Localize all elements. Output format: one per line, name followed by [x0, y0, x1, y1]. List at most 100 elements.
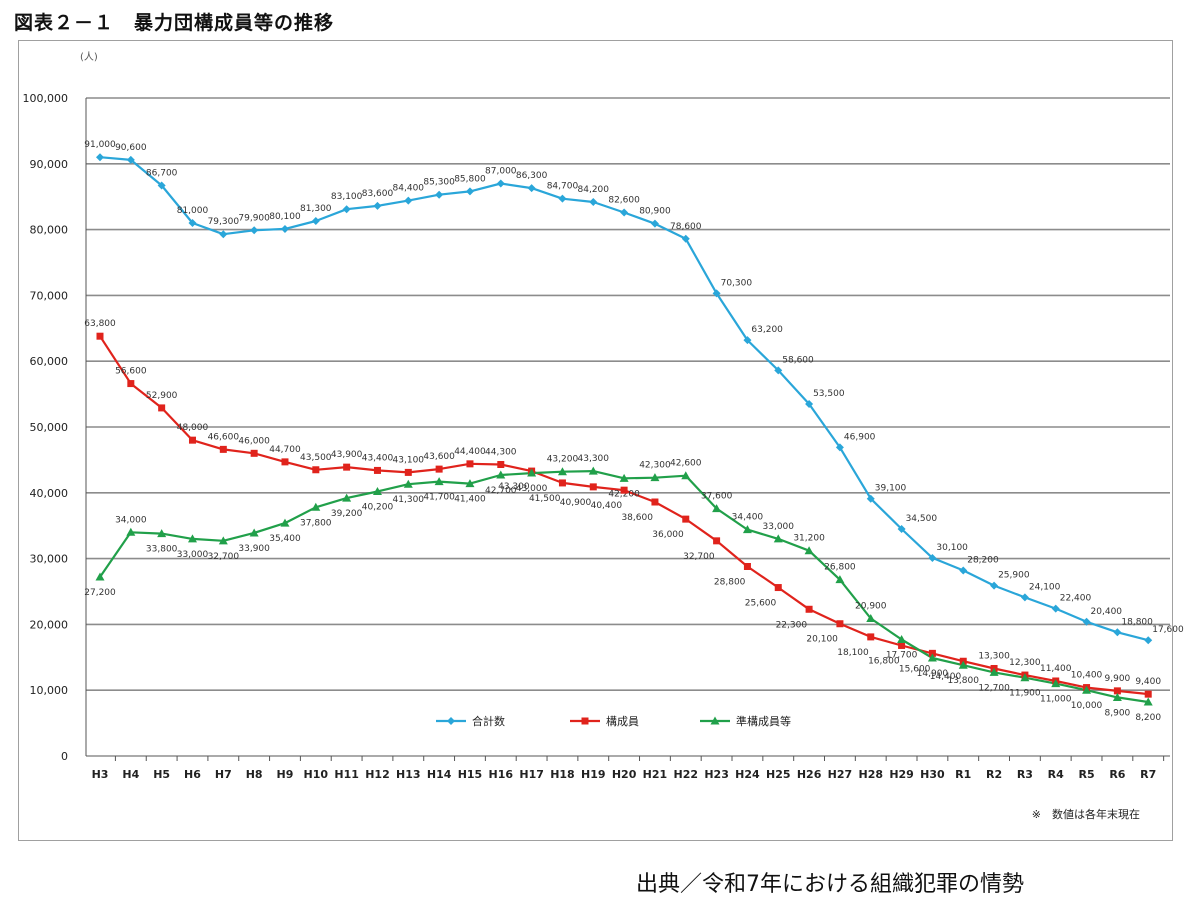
data-label: 41,400 — [454, 495, 486, 505]
data-point-marker — [928, 649, 936, 657]
data-label: 79,900 — [238, 213, 270, 223]
x-tick-label: H9 — [277, 768, 294, 781]
y-tick-label: 30,000 — [30, 553, 69, 566]
data-point-marker — [557, 467, 567, 476]
data-label: 40,400 — [591, 501, 623, 511]
data-label: 20,400 — [1091, 607, 1123, 617]
data-point-marker — [773, 534, 783, 543]
x-tick-label: H22 — [674, 768, 699, 781]
x-tick-label: H27 — [828, 768, 853, 781]
data-label: 46,900 — [844, 432, 876, 442]
data-point-marker — [342, 493, 352, 502]
data-point-marker — [558, 479, 566, 487]
data-label: 17,700 — [886, 651, 918, 661]
data-point-marker — [157, 529, 167, 538]
x-tick-label: R3 — [1017, 768, 1033, 781]
data-point-marker — [404, 196, 413, 205]
x-tick-label: H7 — [215, 768, 232, 781]
data-point-marker — [898, 641, 906, 649]
x-tick-label: H20 — [612, 768, 637, 781]
data-point-marker — [1082, 685, 1092, 694]
data-label: 22,300 — [776, 620, 808, 630]
data-point-marker — [835, 443, 844, 452]
x-tick-label: H5 — [153, 768, 170, 781]
data-point-marker — [835, 575, 845, 584]
data-point-marker — [126, 527, 136, 536]
data-label: 42,300 — [639, 461, 671, 471]
data-point-marker — [558, 194, 567, 203]
data-label: 31,200 — [793, 534, 825, 544]
data-point-marker — [1144, 690, 1152, 698]
x-tick-label: H6 — [184, 768, 201, 781]
data-label: 25,900 — [998, 571, 1030, 581]
data-label: 81,000 — [177, 206, 209, 216]
data-label: 44,400 — [454, 447, 486, 457]
data-point-marker — [774, 584, 782, 592]
data-label: 9,900 — [1105, 674, 1131, 684]
data-label: 44,700 — [269, 445, 301, 455]
data-label: 52,900 — [146, 391, 178, 401]
x-tick-label: R6 — [1109, 768, 1125, 781]
y-tick-label: 90,000 — [30, 158, 69, 171]
data-point-marker — [928, 553, 937, 562]
data-label: 43,000 — [516, 484, 548, 494]
data-label: 33,900 — [238, 544, 270, 554]
data-label: 22,400 — [1060, 594, 1092, 604]
data-point-marker — [1082, 617, 1091, 626]
x-tick-label: H28 — [858, 768, 883, 781]
y-tick-label: 60,000 — [30, 355, 69, 368]
data-label: 63,200 — [751, 325, 783, 335]
data-point-marker — [897, 635, 907, 644]
legend-marker-3 — [710, 716, 720, 725]
data-point-marker — [527, 184, 536, 193]
y-tick-label: 100,000 — [23, 92, 69, 105]
data-point-marker — [188, 219, 197, 228]
x-tick-label: H19 — [581, 768, 606, 781]
data-label: 13,800 — [947, 676, 979, 686]
data-point-marker — [218, 536, 228, 545]
data-point-marker — [434, 477, 444, 486]
chart-frame — [18, 40, 1173, 841]
data-point-marker — [927, 653, 937, 662]
data-label: 43,400 — [362, 453, 394, 463]
data-label: 20,900 — [855, 601, 887, 611]
data-label: 34,500 — [906, 514, 938, 524]
data-point-marker — [126, 155, 135, 164]
x-tick-label: H15 — [458, 768, 483, 781]
y-tick-label: 0 — [61, 750, 68, 763]
x-tick-label: H10 — [304, 768, 329, 781]
chart-title: 図表２－１ 暴力団構成員等の推移 — [14, 12, 335, 34]
data-label: 83,600 — [362, 189, 394, 199]
data-label: 43,300 — [578, 454, 610, 464]
data-point-marker — [681, 471, 691, 480]
x-tick-label: H30 — [920, 768, 945, 781]
x-tick-label: H3 — [92, 768, 109, 781]
data-label: 30,100 — [936, 543, 968, 553]
x-tick-label: H16 — [489, 768, 514, 781]
data-point-marker — [867, 633, 875, 641]
data-point-marker — [866, 613, 876, 622]
data-point-marker — [650, 219, 659, 228]
legend-marker-2 — [581, 717, 589, 725]
data-label: 85,300 — [423, 178, 455, 188]
data-label: 9,400 — [1135, 677, 1161, 687]
data-point-marker — [959, 566, 968, 575]
x-tick-label: H14 — [427, 768, 452, 781]
data-point-marker — [836, 620, 844, 628]
data-point-marker — [466, 460, 474, 468]
data-label: 33,800 — [146, 545, 178, 555]
data-label: 28,200 — [967, 555, 999, 565]
data-point-marker — [312, 466, 320, 474]
data-point-marker — [589, 483, 597, 491]
data-label: 16,800 — [868, 656, 900, 666]
data-label: 83,100 — [331, 192, 363, 202]
data-point-marker — [897, 524, 906, 533]
data-point-marker — [95, 572, 105, 581]
data-point-marker — [219, 445, 227, 453]
data-label: 43,300 — [498, 482, 530, 492]
data-point-marker — [681, 234, 690, 243]
data-label: 43,500 — [300, 453, 332, 463]
data-label: 11,900 — [1009, 689, 1041, 699]
data-label: 63,800 — [84, 319, 116, 329]
data-point-marker — [435, 190, 444, 199]
